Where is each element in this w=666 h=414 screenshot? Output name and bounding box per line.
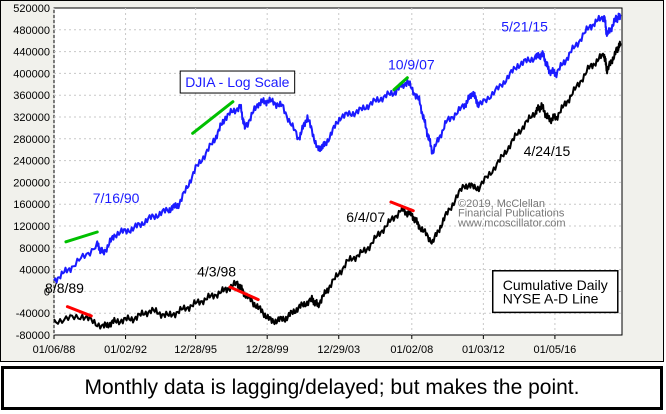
y-tick-label: 80000 <box>19 243 50 255</box>
y-tick-label: -40000 <box>16 308 50 320</box>
y-tick-label: 40000 <box>19 265 50 277</box>
series-group <box>53 12 622 330</box>
annotations-group: DJIA - Log Scale 7/16/90 10/9/07 5/21/15 8/8… <box>45 18 619 314</box>
red-divergence-marker <box>389 200 415 213</box>
y-tick-label: -80000 <box>16 330 50 342</box>
x-tick-label: 01/03/12 <box>462 344 505 356</box>
y-tick-label: 400000 <box>13 68 50 80</box>
x-tick-label: 12/29/03 <box>317 344 360 356</box>
x-tick-label: 01/02/92 <box>104 344 147 356</box>
annotation-box <box>179 70 296 94</box>
green-divergence-marker <box>191 100 235 135</box>
annotation-label: ©2019, McClellan <box>458 198 545 210</box>
annotation-label: 7/16/90 <box>93 190 140 206</box>
red-divergence-marker <box>65 305 93 318</box>
annotation-label: 10/9/07 <box>388 57 435 73</box>
caption-text: Monthly data is lagging/delayed; but mak… <box>84 376 580 399</box>
djia-series-line <box>53 12 622 284</box>
annotation-label: NYSE A-D Line <box>503 290 599 306</box>
y-tick-label: 520000 <box>13 3 50 15</box>
annotation-label: 4/24/15 <box>524 143 571 159</box>
green-divergence-marker <box>392 76 409 92</box>
y-tick-label: 160000 <box>13 199 50 211</box>
y-tick-label: 320000 <box>13 112 50 124</box>
y-tick-label: 280000 <box>13 134 50 146</box>
y-tick-label: 360000 <box>13 90 50 102</box>
y-tick-label: 480000 <box>13 25 50 37</box>
caption-box: Monthly data is lagging/delayed; but mak… <box>1 366 663 410</box>
x-tick-label: 01/05/16 <box>533 344 576 356</box>
annotation-label: 6/4/07 <box>346 209 385 225</box>
annotation-label: 4/3/98 <box>197 264 236 280</box>
red-divergence-marker <box>228 285 260 302</box>
green-divergence-marker <box>64 230 99 244</box>
annotation-label: DJIA - Log Scale <box>185 74 289 90</box>
x-tick-label: 12/28/99 <box>246 344 289 356</box>
y-tick-label: 240000 <box>13 156 50 168</box>
annotation-label: 5/21/15 <box>501 18 548 34</box>
y-tick-label: 200000 <box>13 177 50 189</box>
y-tick-label: 0 <box>44 286 50 298</box>
annotation-label: Cumulative Daily <box>503 277 608 293</box>
ad-line-series-line <box>53 40 622 330</box>
annotation-label: Financial Publications <box>458 208 565 220</box>
y-tick-label: 440000 <box>13 47 50 59</box>
annotation-label: www.mcoscillator.com <box>457 218 566 230</box>
chart: -80000 -40000 0 40000 80000 120000 160000 20000… <box>13 3 623 356</box>
y-axis: -80000 -40000 0 40000 80000 120000 160000 20000… <box>13 3 50 342</box>
annotation-label: 8/8/89 <box>45 280 84 296</box>
x-tick-label: 01/02/08 <box>390 344 433 356</box>
x-tick-label: 12/28/95 <box>174 344 217 356</box>
ad-line-label-box <box>491 270 619 314</box>
highlights-group <box>64 76 415 318</box>
y-tick-label: 120000 <box>13 221 50 233</box>
x-axis: 01/06/88 01/02/92 12/28/95 12/28/99 12/29/03… <box>33 335 576 356</box>
x-tick-label: 01/06/88 <box>33 344 76 356</box>
